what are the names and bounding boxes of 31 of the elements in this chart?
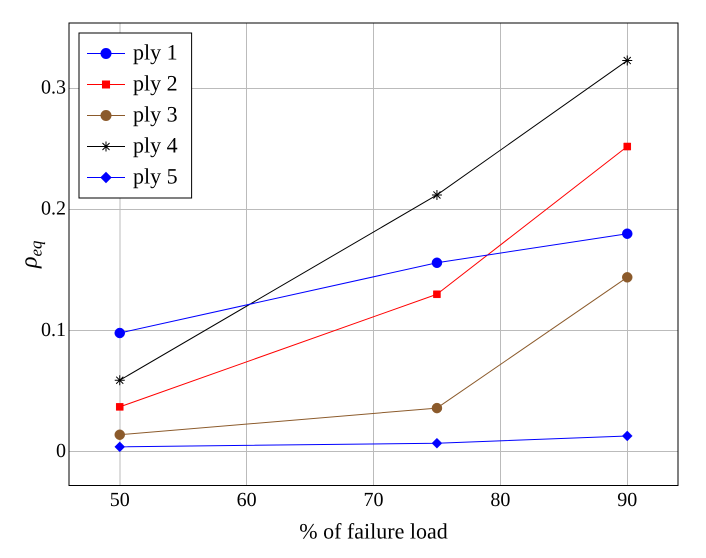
point (622, 430, 632, 442)
y-axis-title: ρeq (16, 240, 46, 269)
y-tick-label: 0.1 (41, 318, 66, 341)
y-tick-label: 0 (56, 440, 66, 462)
legend-label: ply 5 (133, 163, 178, 188)
x-tick-label: 70 (364, 488, 384, 511)
x-tick-label: 80 (490, 488, 510, 511)
point (622, 228, 632, 239)
point (432, 258, 442, 268)
x-tick-label: 60 (236, 488, 257, 511)
legend-label: ply 4 (133, 132, 178, 158)
point (114, 429, 125, 440)
point (431, 189, 442, 200)
point (622, 55, 633, 66)
point (114, 442, 125, 452)
x-tick-label: 90 (617, 488, 638, 511)
point (432, 438, 442, 448)
x-tick-label: 50 (110, 488, 130, 511)
y-tick-label: 0.2 (41, 198, 66, 220)
point (623, 142, 632, 150)
point (432, 402, 442, 414)
point (114, 328, 125, 338)
point (114, 374, 126, 386)
legend-label: ply 1 (133, 39, 178, 64)
legend-label: ply 2 (133, 70, 178, 96)
y-tick-label: 0.3 (41, 76, 66, 99)
point (433, 290, 441, 298)
legend-label: ply 3 (133, 101, 178, 126)
point (116, 403, 124, 411)
point (622, 272, 632, 283)
x-axis-title: % of failure load (299, 518, 448, 544)
